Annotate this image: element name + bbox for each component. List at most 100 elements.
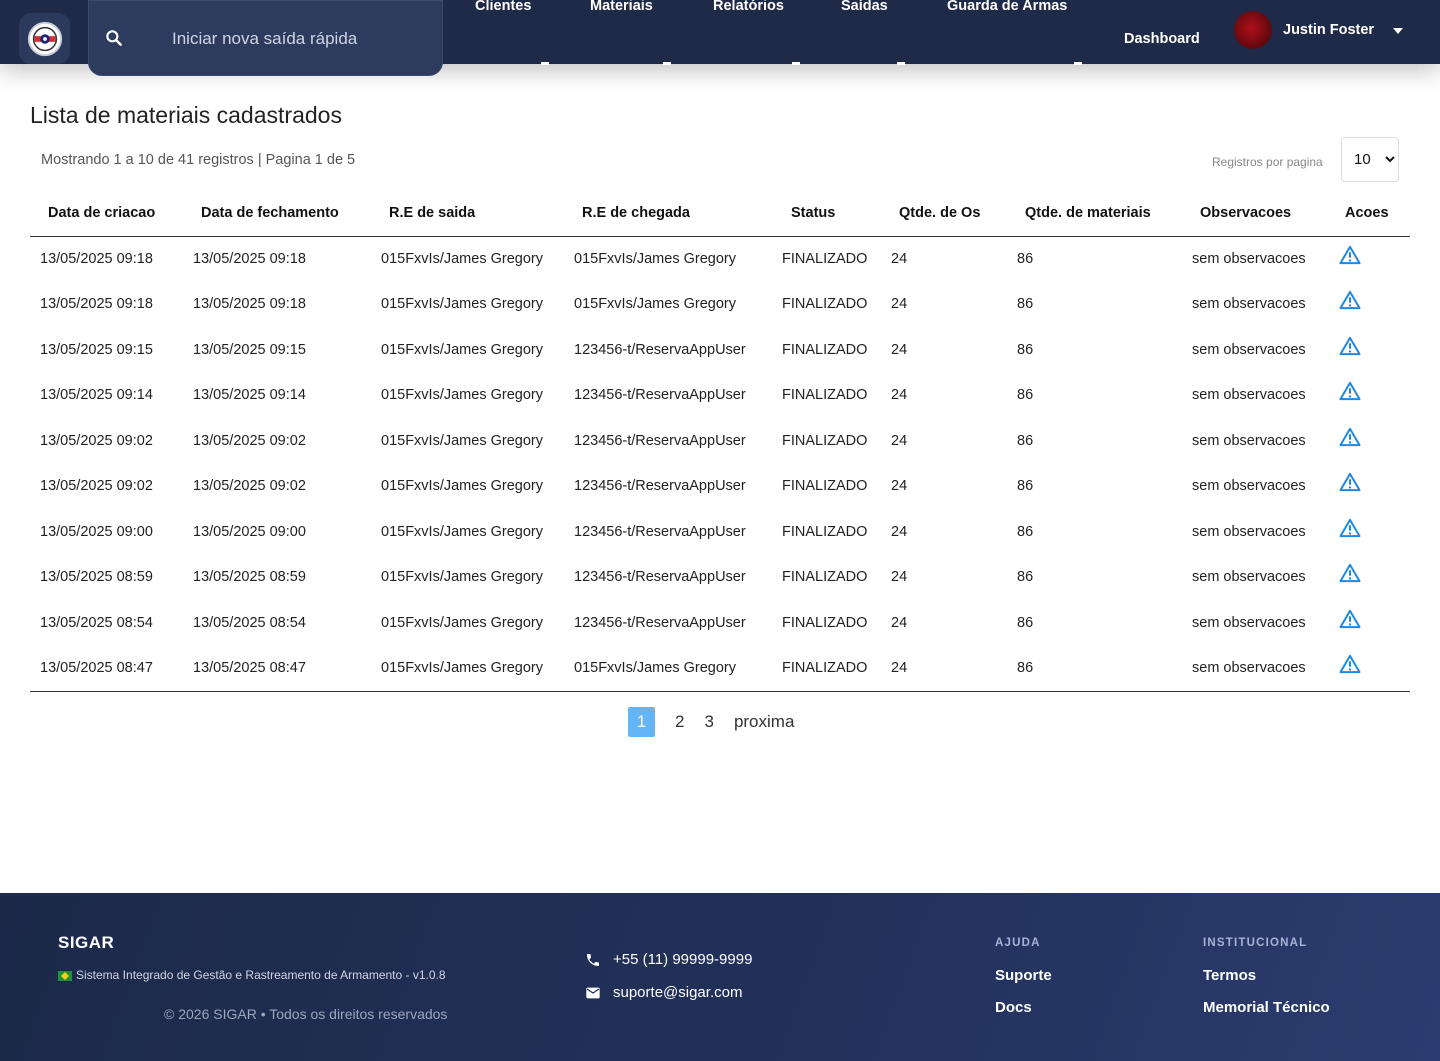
col-header[interactable]: Data de criacao [30,190,183,237]
warning-triangle-icon[interactable] [1339,336,1361,356]
warning-triangle-icon[interactable] [1339,518,1361,538]
materials-count-cell: 86 [1007,645,1182,692]
footer-link-suporte[interactable]: Suporte [995,967,1052,984]
table-row: 13/05/2025 09:18 13/05/2025 09:18 015FxvIs… [30,236,1410,282]
nav-saidas[interactable]: Saídas [841,0,888,14]
col-header[interactable]: Data de fechamento [183,190,371,237]
footer-phone[interactable]: +55 (11) 99999-9999 [585,951,752,968]
footer-email[interactable]: suporte@sigar.com [585,984,742,1001]
page-button-2[interactable]: 2 [675,712,685,731]
exit-re-cell: 015FxvIs/James Gregory [381,251,543,267]
materials-count-cell: 86 [1017,341,1034,358]
nav-dashboard[interactable]: Dashboard [1124,31,1200,47]
pagination: 1 2 3 proxima [628,707,814,737]
created-at-cell: 13/05/2025 09:18 [40,296,153,313]
os-count-cell: 24 [891,251,908,267]
closed-at-cell: 13/05/2025 09:14 [193,387,306,404]
warning-triangle-icon[interactable] [1339,290,1361,310]
status-cell: FINALIZADO [782,251,868,267]
status-cell: FINALIZADO [782,296,868,313]
warning-triangle-icon[interactable] [1339,609,1361,629]
actions-cell [1327,327,1410,373]
col-header[interactable]: Status [772,190,881,237]
table-row: 13/05/2025 09:02 13/05/2025 09:02 015FxvIs… [30,464,1410,510]
closed-at-cell: 13/05/2025 09:02 [193,478,306,495]
arrival-re-cell: 123456-t/ReservaAppUser [574,387,746,404]
notes-cell: sem observacoes [1192,478,1306,495]
notes-cell: sem observacoes [1192,387,1306,404]
col-header[interactable]: Qtde. de Os [881,190,1007,237]
os-count-cell: 24 [881,645,1007,692]
page-button-1[interactable]: 1 [628,707,655,737]
actions-cell [1327,600,1410,646]
avatar[interactable] [1234,11,1272,49]
nav-materiais[interactable]: Materiais [590,0,653,14]
page-button-3[interactable]: 3 [704,712,714,731]
exit-re-cell: 015FxvIs/James Gregory [381,296,543,313]
actions-cell [1327,282,1410,328]
actions-cell [1327,645,1410,692]
exit-re-cell: 015FxvIs/James Gregory [381,569,543,586]
warning-triangle-icon[interactable] [1339,381,1361,401]
warning-triangle-icon[interactable] [1339,563,1361,583]
created-at-cell: 13/05/2025 08:47 [30,645,183,692]
nav-indicator [897,62,905,65]
created-at-cell: 13/05/2025 09:02 [40,432,153,449]
arrival-re-cell: 123456-t/ReservaAppUser [574,523,746,540]
per-page-select[interactable]: 10 [1341,137,1399,182]
page-title: Lista de materiais cadastrados [30,102,342,128]
actions-cell [1327,555,1410,601]
exit-re-cell: 015FxvIs/James Gregory [381,523,543,540]
arrival-re-cell: 015FxvIs/James Gregory [574,251,736,267]
actions-cell [1327,509,1410,555]
search-icon[interactable] [104,28,124,48]
phone-icon [587,953,599,966]
footer-link-docs[interactable]: Docs [995,999,1032,1016]
next-page-button[interactable]: proxima [733,712,795,731]
materials-count-cell: 86 [1017,569,1034,586]
nav-indicator [663,62,671,65]
col-header[interactable]: R.E de chegada [564,190,772,237]
created-at-cell: 13/05/2025 09:00 [40,523,153,540]
materials-count-cell: 86 [1017,523,1034,540]
nav-clientes[interactable]: Clientes [475,0,532,14]
status-cell: FINALIZADO [772,645,881,692]
col-header[interactable]: Acoes [1327,190,1410,237]
warning-triangle-icon[interactable] [1339,654,1361,674]
actions-cell [1327,373,1410,419]
materials-table: Data de criacao Data de fechamento R.E d… [30,190,1410,692]
col-header[interactable]: R.E de saida [371,190,564,237]
user-name[interactable]: Justin Foster [1283,22,1375,38]
email-text: suporte@sigar.com [613,984,743,1001]
closed-at-cell: 13/05/2025 09:00 [193,523,306,540]
os-count-cell: 24 [891,523,908,540]
created-at-cell: 13/05/2025 09:14 [40,387,153,404]
nav-relatorios[interactable]: Relatórios [713,0,784,14]
col-header[interactable]: Observacoes [1182,190,1327,237]
materials-count-cell: 86 [1017,296,1034,313]
actions-cell [1327,464,1410,510]
footer-link-memorial[interactable]: Memorial Técnico [1203,999,1330,1016]
warning-triangle-icon[interactable] [1339,472,1361,492]
nav-indicator [541,62,549,65]
app-logo[interactable] [19,13,70,64]
closed-at-cell: 13/05/2025 08:47 [183,645,371,692]
top-navbar: Clientes Materiais Relatórios Saídas Gua… [0,0,1440,76]
warning-triangle-icon[interactable] [1339,245,1361,265]
footer-copyright: © 2026 SIGAR • Todos os direitos reserva… [164,1006,448,1022]
created-at-cell: 13/05/2025 08:54 [40,614,153,631]
closed-at-cell: 13/05/2025 09:15 [193,341,306,358]
mail-icon [586,987,600,998]
chevron-down-icon[interactable] [1393,28,1403,34]
warning-triangle-icon[interactable] [1339,427,1361,447]
nav-guarda-de-armas[interactable]: Guarda de Armas [947,0,1068,14]
table-row: 13/05/2025 09:02 13/05/2025 09:02 015FxvIs… [30,418,1410,464]
col-header[interactable]: Qtde. de materiais [1007,190,1182,237]
materials-count-cell: 86 [1017,251,1034,267]
closed-at-cell: 13/05/2025 09:02 [193,432,306,449]
footer-link-termos[interactable]: Termos [1203,967,1257,984]
notes-cell: sem observacoes [1192,341,1306,358]
records-summary: Mostrando 1 a 10 de 41 registros | Pagin… [41,152,356,168]
search-input[interactable] [150,26,430,52]
nav-indicator [792,62,800,65]
